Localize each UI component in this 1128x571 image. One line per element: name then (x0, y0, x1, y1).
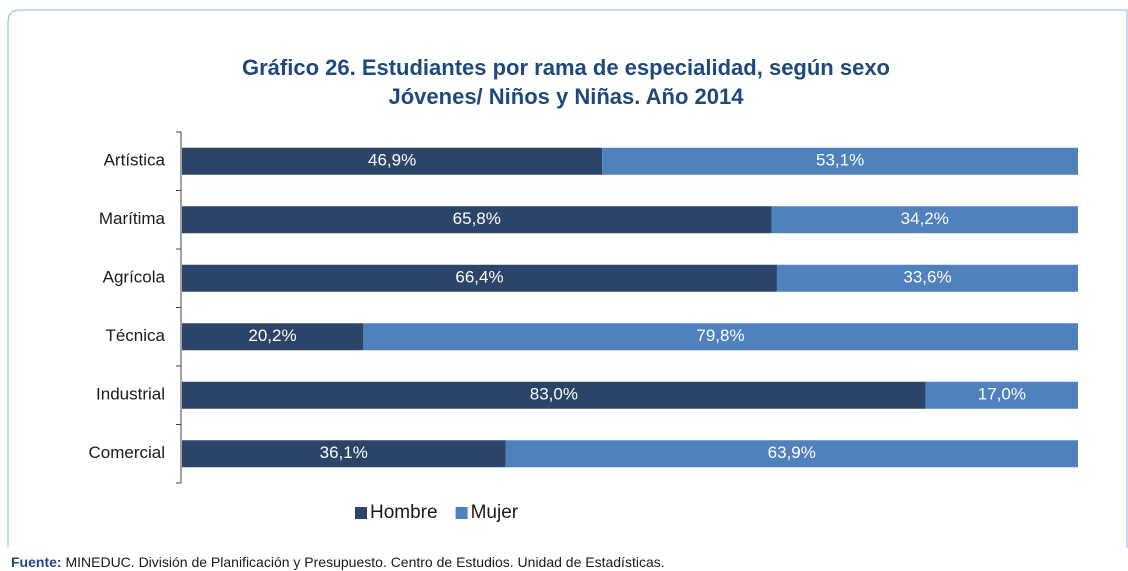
value-label: 65,8% (453, 209, 501, 228)
value-label: 83,0% (530, 385, 578, 404)
legend-swatch (455, 507, 468, 519)
category-label: Técnica (105, 326, 165, 345)
value-label: 53,1% (816, 151, 864, 170)
category-label: Marítima (99, 209, 166, 228)
bar-segment (182, 440, 506, 468)
legend-label: Hombre (370, 502, 438, 523)
source-label: Fuente: (11, 554, 62, 570)
chart-subtitle: Jóvenes/ Niños y Niñas. Año 2014 (389, 84, 745, 109)
bar-segment (362, 323, 1078, 351)
value-label: 36,1% (320, 443, 368, 462)
value-label: 17,0% (978, 385, 1026, 404)
bar-segment (776, 264, 1078, 292)
source-text: MINEDUC. División de Planificación y Pre… (65, 554, 664, 570)
bar-segment (182, 264, 777, 292)
category-label: Artística (104, 151, 166, 170)
bar-segment (182, 323, 363, 351)
bar-segment (182, 206, 772, 234)
bar-segment (602, 147, 1078, 175)
bar-segment (182, 147, 603, 175)
chart-title: Gráfico 26. Estudiantes por rama de espe… (242, 55, 890, 80)
legend-label: Mujer (471, 502, 519, 523)
legend-swatch (355, 507, 367, 519)
value-label: 34,2% (901, 209, 949, 228)
bar-segment (771, 206, 1078, 234)
value-label: 79,8% (696, 326, 744, 345)
bar-segment (182, 381, 926, 409)
value-label: 20,2% (248, 326, 296, 345)
category-label: Agrícola (103, 268, 166, 287)
value-label: 46,9% (368, 151, 416, 170)
value-label: 33,6% (903, 268, 951, 287)
source-note: Fuente: MINEDUC. División de Planificaci… (11, 554, 665, 570)
chart-border (7, 9, 1128, 548)
bar-segment (505, 440, 1078, 468)
value-label: 63,9% (768, 443, 816, 462)
category-label: Comercial (88, 443, 165, 462)
value-label: 66,4% (455, 268, 503, 287)
category-label: Industrial (96, 385, 165, 404)
bar-segment (925, 381, 1078, 409)
